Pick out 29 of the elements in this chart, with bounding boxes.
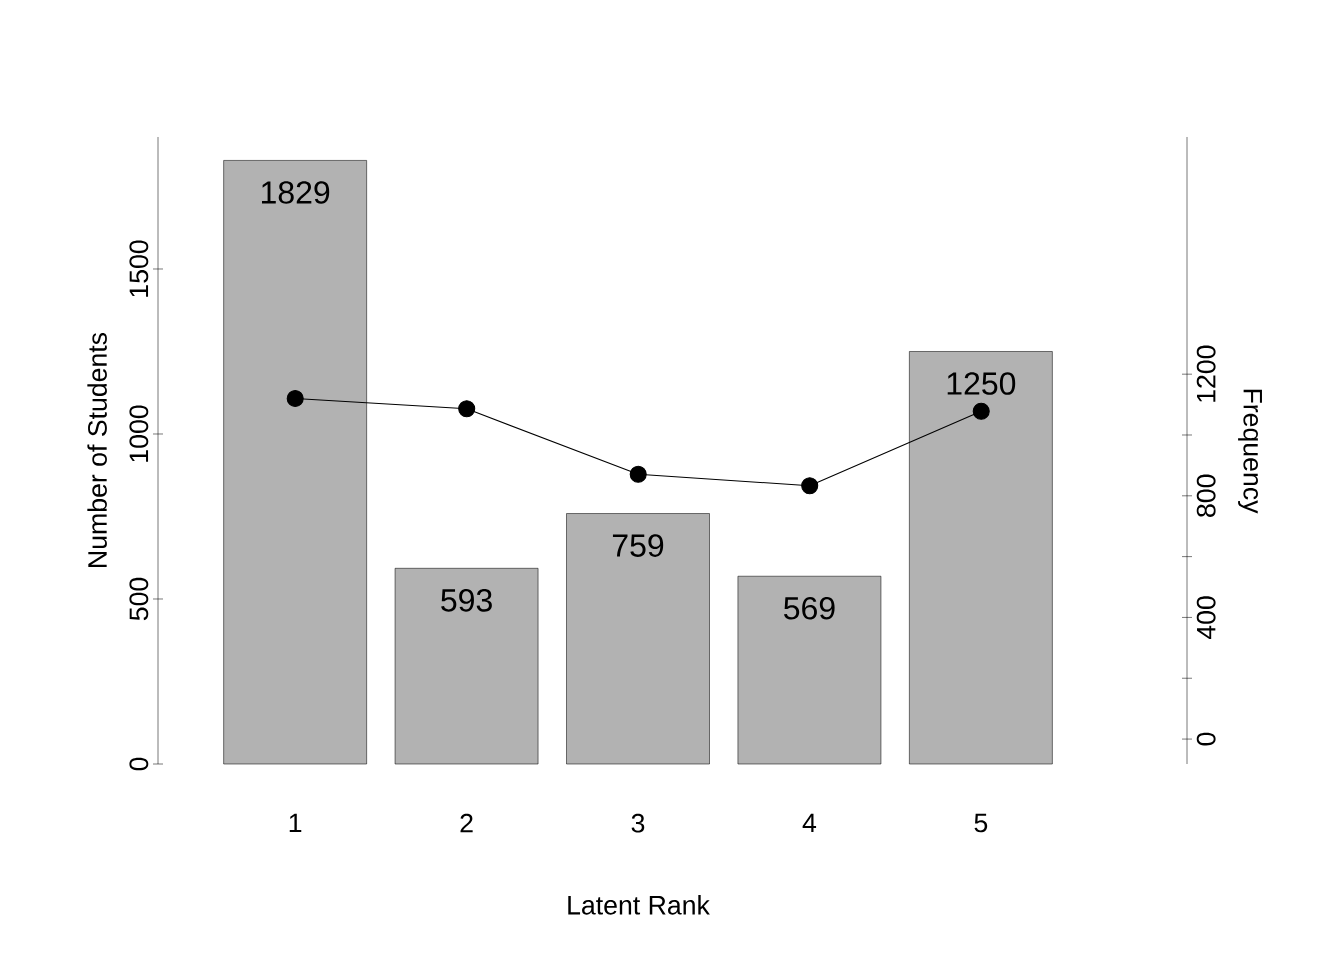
x-tick-label: 1 — [289, 813, 302, 833]
y2-tick-label: 800 — [1196, 474, 1216, 517]
y-tick-label: 1000 — [129, 405, 149, 462]
data-label: 1829 — [262, 181, 330, 204]
point — [458, 400, 476, 418]
x-tick-label: 4 — [802, 813, 817, 833]
y2-axis-title: Frequency — [1238, 389, 1262, 514]
y2-tick-label: 1200 — [1196, 345, 1216, 402]
point — [801, 477, 819, 495]
x-axis-title: Latent Rank — [568, 895, 710, 915]
y2-tick-label: 0 — [1196, 732, 1216, 746]
y-tick-label: 1500 — [129, 240, 149, 297]
y-axis-title: Number of Students — [87, 332, 107, 567]
bar — [566, 513, 710, 765]
y-tick-label: 500 — [129, 577, 149, 621]
point — [629, 465, 647, 483]
x-tick-label: 3 — [631, 813, 645, 833]
data-label: 569 — [784, 596, 835, 620]
point — [972, 402, 990, 420]
x-tick-label: 5 — [974, 813, 988, 833]
y-tick-label: 0 — [129, 757, 149, 771]
data-label: 593 — [441, 589, 492, 612]
x-tick-label: 2 — [460, 813, 473, 833]
bar — [394, 568, 539, 765]
point — [286, 389, 304, 408]
y2-tick-label: 400 — [1196, 596, 1216, 640]
bar — [737, 575, 882, 765]
data-label: 759 — [612, 534, 664, 557]
data-label: 1250 — [947, 372, 1016, 395]
